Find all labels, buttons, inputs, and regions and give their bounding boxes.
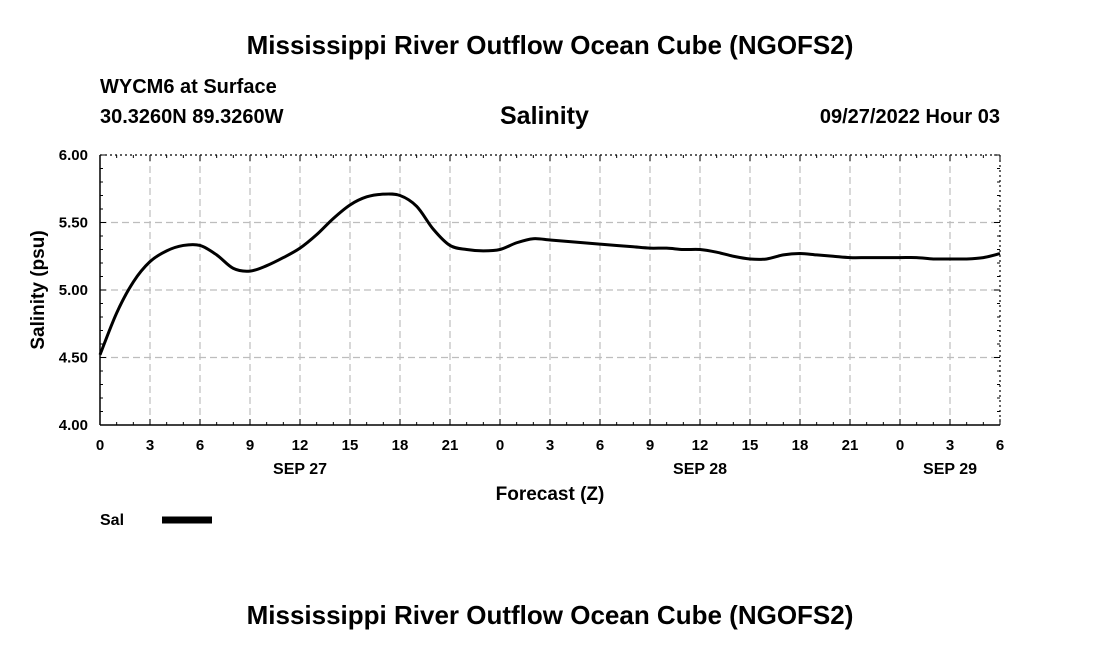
label-layer: 0 3 6 9 12 15 18 21 0 3 6 9 12 15 18 21 0 3 6 4.00 4.50 5.00 5…: [59, 147, 1004, 478]
x-tick-label: 0: [496, 437, 504, 454]
x-axis-title: Forecast (Z): [496, 484, 605, 505]
x-tick-label: 3: [946, 437, 954, 454]
series-line-sal: [98, 192, 1001, 356]
x-tick-label: 3: [546, 437, 554, 454]
x-tick-label: 18: [792, 437, 809, 454]
x-tick-label: 12: [292, 437, 309, 454]
x-tick-label: 6: [196, 437, 204, 454]
x-tick-label: 12: [692, 437, 709, 454]
chart-title: Mississippi River Outflow Ocean Cube (NG…: [246, 30, 854, 60]
x-tick-label: 15: [742, 437, 759, 454]
x-tick-label: 21: [442, 437, 459, 454]
y-tick-label: 4.50: [59, 350, 88, 367]
x-tick-label: 0: [96, 437, 104, 454]
coordinates-label: 30.3260N 89.3260W: [100, 106, 284, 128]
axis-layer: [99, 154, 1001, 426]
x-tick-label: 21: [842, 437, 859, 454]
x-tick-label: 0: [896, 437, 904, 454]
date-label: SEP 27: [273, 461, 327, 478]
x-tick-label: 18: [392, 437, 409, 454]
date-label: SEP 28: [673, 461, 727, 478]
y-tick-label: 5.00: [59, 282, 88, 299]
y-tick-label: 6.00: [59, 147, 88, 164]
series-layer: [98, 192, 1001, 356]
legend-label: Sal: [100, 512, 124, 529]
date-label: SEP 29: [923, 461, 977, 478]
y-tick-label: 4.00: [59, 417, 88, 434]
x-tick-label: 3: [146, 437, 154, 454]
y-axis-title: Salinity (psu): [28, 230, 49, 349]
x-tick-label: 9: [646, 437, 654, 454]
variable-label: Salinity: [500, 102, 589, 130]
x-tick-label: 6: [596, 437, 604, 454]
grid-layer: [100, 155, 1000, 425]
timestamp-label: 09/27/2022 Hour 03: [819, 106, 1000, 128]
x-tick-label: 9: [246, 437, 254, 454]
x-tick-label: 6: [996, 437, 1004, 454]
y-tick-label: 5.50: [59, 215, 88, 232]
x-tick-label: 15: [342, 437, 359, 454]
footer-title: Mississippi River Outflow Ocean Cube (NG…: [246, 600, 854, 630]
station-label: WYCM6 at Surface: [100, 76, 277, 98]
